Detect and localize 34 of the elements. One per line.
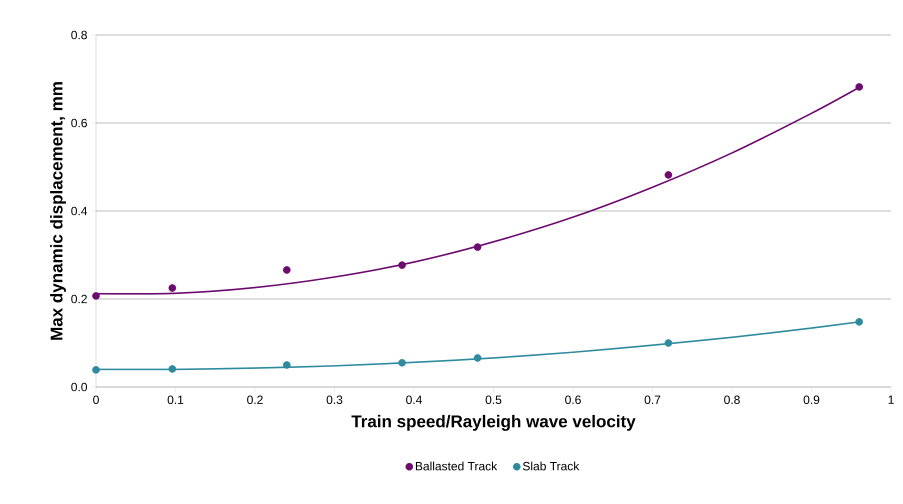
point [855,318,864,326]
y-tick-label: 0.6 [71,118,87,128]
legend-label: Slab Track [522,462,580,470]
x-tick-label: 0.2 [247,396,263,404]
x-tick-label: 0.4 [406,396,422,404]
x-tick-label: 0 [93,396,99,404]
y-axis-title: Max dynamic displacement, mm [50,82,66,340]
point [398,359,406,367]
x-tick-label: 0.3 [326,396,342,404]
point [168,365,176,373]
y-tick-label: 0.8 [71,30,87,40]
x-tick-label: 1 [888,396,894,404]
x-tick-label: 0.1 [168,396,184,404]
point [474,354,482,362]
x-tick-label: 0.9 [804,396,820,404]
point [92,292,100,300]
point [168,284,176,292]
x-tick-label: 0.6 [565,396,581,404]
point [664,171,672,179]
point [474,243,482,251]
point [855,83,864,91]
y-tick-label: 0.0 [71,382,88,392]
y-tick-label: 0.2 [71,294,87,304]
y-tick-label: 0.4 [71,206,88,216]
point [398,261,406,269]
x-tick-label: 0.8 [724,396,740,404]
point [283,266,291,274]
x-tick-label: 0.7 [644,396,660,404]
point [92,366,100,374]
point [283,361,291,369]
x-axis-title: Train speed/Rayleigh wave velocity [351,414,636,431]
legend-label: Ballasted Track [416,462,498,470]
x-tick-label: 0.5 [486,396,502,404]
point [664,339,672,347]
